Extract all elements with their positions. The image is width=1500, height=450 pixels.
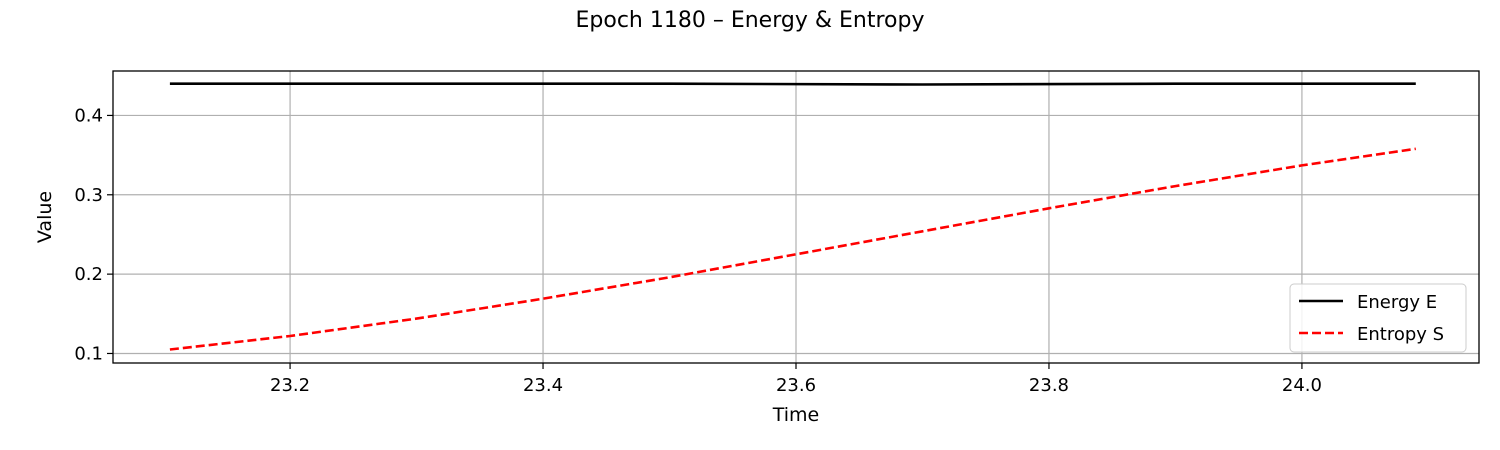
x-axis-label: Time: [772, 404, 820, 426]
y-tick-label: 0.2: [74, 264, 103, 285]
y-tick-label: 0.4: [74, 105, 103, 126]
legend-label-entropy: Entropy S: [1357, 324, 1444, 345]
y-axis-label: Value: [34, 191, 56, 243]
x-tick-label: 23.2: [270, 375, 310, 396]
x-tick-label: 24.0: [1282, 375, 1322, 396]
series-entropy-line: [169, 147, 1416, 351]
legend-label-energy: Energy E: [1357, 292, 1437, 313]
legend: Energy E Entropy S: [1289, 283, 1467, 353]
x-tick-label: 23.4: [523, 375, 563, 396]
y-tick-label: 0.3: [74, 185, 103, 206]
x-tick-label: 23.6: [776, 375, 816, 396]
y-tick-label: 0.1: [74, 343, 103, 364]
x-tick-label: 23.8: [1029, 375, 1069, 396]
grid: [113, 71, 1479, 363]
chart-title: Epoch 1180 – Energy & Entropy: [576, 8, 925, 33]
ticks: 23.2 23.4 23.6 23.8 24.0 0.1 0.2 0.3 0.4: [74, 105, 1322, 396]
series-layer: [169, 82, 1416, 351]
series-energy-line: [169, 82, 1416, 86]
